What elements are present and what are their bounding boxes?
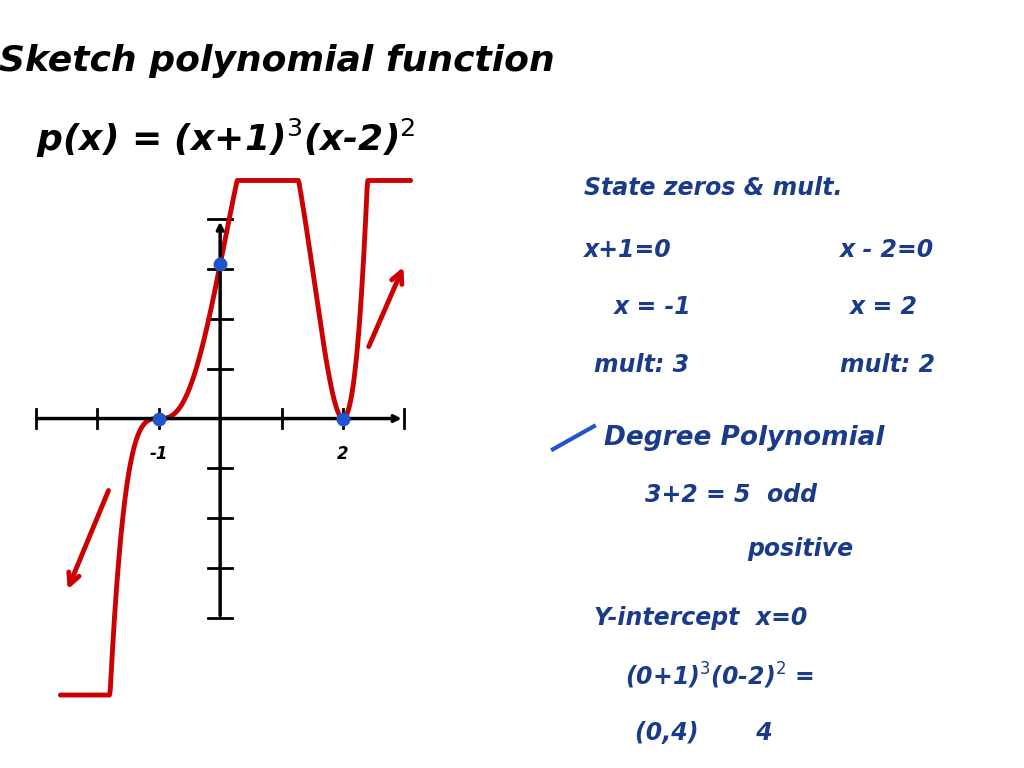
Text: State zeros & mult.: State zeros & mult. [584,176,842,200]
Text: Y-intercept  x=0: Y-intercept x=0 [594,606,807,631]
Text: mult: 2: mult: 2 [840,353,935,377]
Text: Degree Polynomial: Degree Polynomial [604,425,885,451]
Text: p(x) = (x+1)$^3$(x-2)$^2$: p(x) = (x+1)$^3$(x-2)$^2$ [36,117,415,160]
Text: x+1=0: x+1=0 [584,237,672,262]
Text: x = 2: x = 2 [850,295,918,319]
Text: 2: 2 [337,445,349,463]
Text: (0,4)       4: (0,4) 4 [635,721,773,746]
Text: -1: -1 [150,445,168,463]
Text: (0+1)$^3$(0-2)$^2$ =: (0+1)$^3$(0-2)$^2$ = [625,660,814,691]
Text: positive: positive [748,537,854,561]
Text: 3+2 = 5  odd: 3+2 = 5 odd [645,483,817,508]
Text: Sketch polynomial function: Sketch polynomial function [0,45,554,78]
Text: x - 2=0: x - 2=0 [840,237,934,262]
Text: mult: 3: mult: 3 [594,353,689,377]
Text: x = -1: x = -1 [614,295,692,319]
